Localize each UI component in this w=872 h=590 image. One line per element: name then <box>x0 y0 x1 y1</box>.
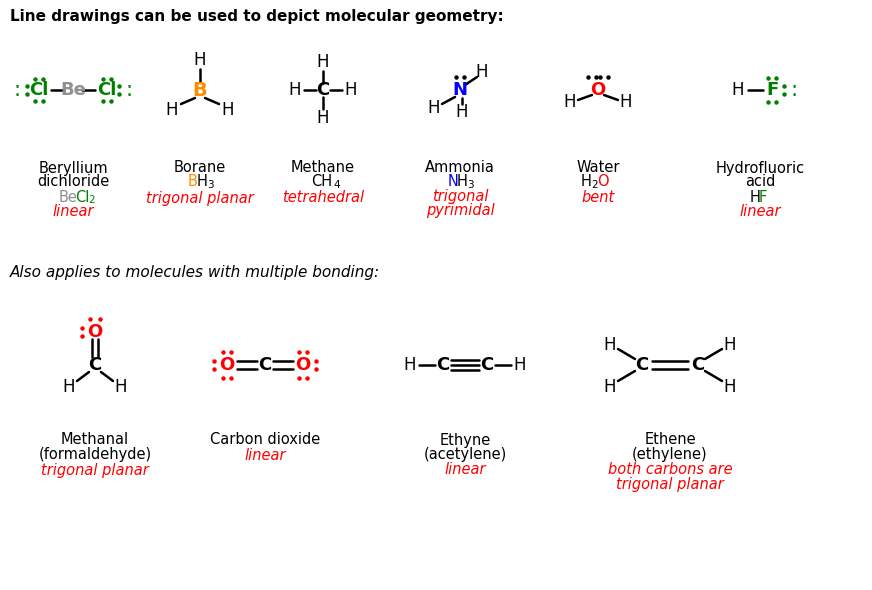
Text: acid: acid <box>745 175 775 189</box>
Text: linear: linear <box>52 205 94 219</box>
Text: Beryllium: Beryllium <box>38 160 108 175</box>
Text: trigonal planar: trigonal planar <box>41 463 149 477</box>
Text: Be: Be <box>60 81 86 99</box>
Text: trigonal planar: trigonal planar <box>146 191 254 205</box>
Text: pyrimidal: pyrimidal <box>426 202 494 218</box>
Text: H: H <box>603 378 617 396</box>
Text: B: B <box>188 175 198 189</box>
Text: Carbon dioxide: Carbon dioxide <box>210 432 320 447</box>
Text: H: H <box>166 101 178 119</box>
Text: C: C <box>317 81 330 99</box>
Text: H: H <box>221 101 235 119</box>
Text: C: C <box>258 356 271 374</box>
Text: H: H <box>603 336 617 354</box>
Text: 4: 4 <box>333 180 339 190</box>
Text: H: H <box>732 81 744 99</box>
Text: C: C <box>436 356 450 374</box>
Text: linear: linear <box>444 463 486 477</box>
Text: bent: bent <box>582 191 615 205</box>
Text: H: H <box>476 63 488 81</box>
Text: H: H <box>457 175 468 189</box>
Text: (acetylene): (acetylene) <box>424 447 507 461</box>
Text: H: H <box>317 109 330 127</box>
Text: trigonal planar: trigonal planar <box>617 477 724 491</box>
Text: Water: Water <box>576 160 620 175</box>
Text: N: N <box>453 81 467 99</box>
Text: (formaldehyde): (formaldehyde) <box>38 447 152 461</box>
Text: O: O <box>590 81 606 99</box>
Text: O: O <box>220 356 235 374</box>
Text: O: O <box>597 175 609 189</box>
Text: :: : <box>791 80 798 100</box>
Text: Methanal: Methanal <box>61 432 129 447</box>
Text: B: B <box>193 80 208 100</box>
Text: 3: 3 <box>207 180 214 190</box>
Text: Cl: Cl <box>98 81 117 99</box>
Text: Ethene: Ethene <box>644 432 696 447</box>
Text: H: H <box>620 93 632 111</box>
Text: Cl: Cl <box>75 189 89 205</box>
Text: 2: 2 <box>591 180 597 190</box>
Text: H: H <box>289 81 301 99</box>
Text: both carbons are: both carbons are <box>608 463 732 477</box>
Text: O: O <box>87 323 103 341</box>
Text: 2: 2 <box>88 195 95 205</box>
Text: H: H <box>514 356 526 374</box>
Text: :: : <box>126 80 133 100</box>
Text: H: H <box>194 51 207 69</box>
Text: F: F <box>759 189 767 205</box>
Text: Hydrofluoric: Hydrofluoric <box>715 160 805 175</box>
Text: N: N <box>448 175 459 189</box>
Text: H: H <box>564 93 576 111</box>
Text: C: C <box>691 356 705 374</box>
Text: H: H <box>344 81 358 99</box>
Text: H: H <box>63 378 75 396</box>
Text: linear: linear <box>739 205 780 219</box>
Text: H: H <box>428 99 440 117</box>
Text: H: H <box>581 175 592 189</box>
Text: Cl: Cl <box>30 81 49 99</box>
Text: C: C <box>88 356 102 374</box>
Text: :: : <box>13 80 21 100</box>
Text: Borane: Borane <box>174 160 226 175</box>
Text: H: H <box>724 378 736 396</box>
Text: F: F <box>766 81 778 99</box>
Text: O: O <box>296 356 310 374</box>
Text: CH: CH <box>311 175 332 189</box>
Text: tetrahedral: tetrahedral <box>282 191 364 205</box>
Text: H: H <box>750 189 761 205</box>
Text: H: H <box>456 103 468 121</box>
Text: trigonal: trigonal <box>432 188 488 204</box>
Text: dichloride: dichloride <box>37 175 109 189</box>
Text: H: H <box>724 336 736 354</box>
Text: Also applies to molecules with multiple bonding:: Also applies to molecules with multiple … <box>10 264 380 280</box>
Text: Line drawings can be used to depict molecular geometry:: Line drawings can be used to depict mole… <box>10 9 504 25</box>
Text: linear: linear <box>244 448 286 464</box>
Text: Methane: Methane <box>291 160 355 175</box>
Text: H: H <box>197 175 208 189</box>
Text: 3: 3 <box>467 180 473 190</box>
Text: (ethylene): (ethylene) <box>632 447 708 461</box>
Text: Be: Be <box>59 189 78 205</box>
Text: C: C <box>636 356 649 374</box>
Text: Ammonia: Ammonia <box>425 160 495 175</box>
Text: H: H <box>404 356 416 374</box>
Text: H: H <box>115 378 127 396</box>
Text: C: C <box>480 356 494 374</box>
Text: H: H <box>317 53 330 71</box>
Text: Ethyne: Ethyne <box>439 432 491 447</box>
